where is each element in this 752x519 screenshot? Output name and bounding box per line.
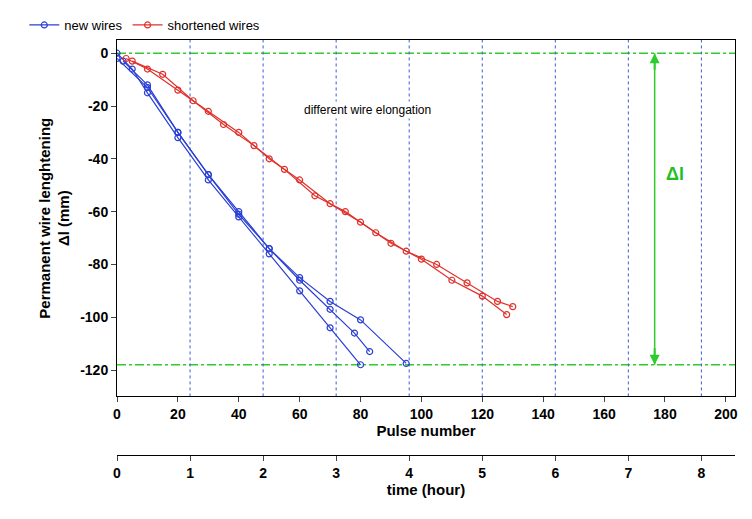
svg-text:20: 20 [170,406,186,422]
svg-text:Δl: Δl [666,164,684,184]
svg-text:5: 5 [478,465,486,481]
svg-text:time (hour): time (hour) [387,481,465,498]
svg-text:8: 8 [698,465,706,481]
svg-text:60: 60 [292,406,308,422]
svg-text:new wires: new wires [64,18,122,33]
svg-text:-20: -20 [88,98,108,114]
svg-text:0: 0 [100,45,108,61]
svg-text:120: 120 [471,406,495,422]
svg-text:-60: -60 [88,204,108,220]
svg-text:3: 3 [332,465,340,481]
svg-text:shortened wires: shortened wires [168,18,260,33]
svg-text:200: 200 [714,406,738,422]
svg-text:100: 100 [410,406,434,422]
svg-text:Pulse number: Pulse number [376,422,475,439]
svg-text:1: 1 [186,465,194,481]
svg-text:6: 6 [551,465,559,481]
svg-text:160: 160 [592,406,616,422]
svg-text:0: 0 [113,465,121,481]
svg-text:different wire elongation: different wire elongation [304,103,431,117]
svg-text:140: 140 [532,406,556,422]
svg-text:Permanent wire lenghteningΔl (: Permanent wire lenghteningΔl (mm) [36,118,73,319]
svg-text:4: 4 [405,465,413,481]
svg-text:80: 80 [353,406,369,422]
svg-text:0: 0 [113,406,121,422]
svg-text:-120: -120 [80,362,108,378]
svg-text:-80: -80 [88,256,108,272]
svg-text:-100: -100 [80,309,108,325]
svg-text:2: 2 [259,465,267,481]
svg-text:7: 7 [624,465,632,481]
svg-text:40: 40 [231,406,247,422]
svg-text:-40: -40 [88,151,108,167]
svg-text:180: 180 [653,406,677,422]
